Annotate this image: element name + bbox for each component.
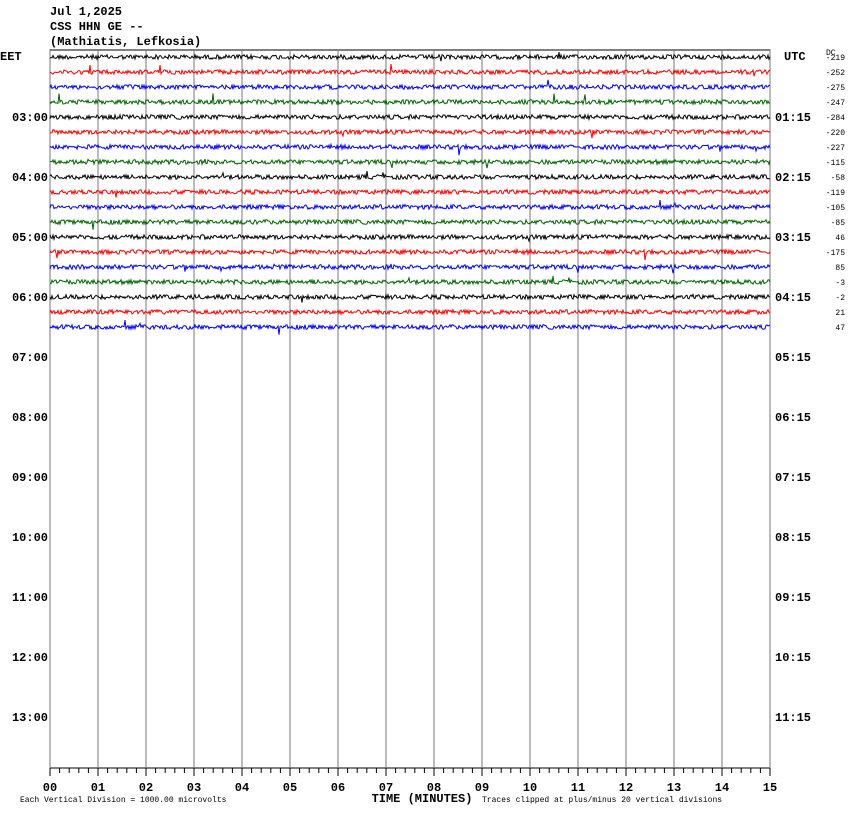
dc-offset: -3 [835, 279, 845, 288]
right-time-label: 08:15 [775, 531, 811, 545]
trace [49, 112, 771, 122]
x-tick-label: 04 [235, 781, 249, 795]
dc-offset: 47 [835, 324, 845, 333]
title-line: (Mathiatis, Lefkosia) [50, 35, 201, 49]
x-tick-label: 14 [715, 781, 729, 795]
dc-offset: -119 [826, 189, 845, 198]
right-time-label: 09:15 [775, 591, 811, 605]
left-time-label: 03:00 [12, 111, 48, 125]
right-time-label: 03:15 [775, 231, 811, 245]
left-time-label: 07:00 [12, 351, 48, 365]
x-tick-label: 05 [283, 781, 297, 795]
x-tick-label: 01 [91, 781, 105, 795]
dc-offset: -219 [826, 54, 845, 63]
x-tick-label: 15 [763, 781, 777, 795]
left-time-label: 08:00 [12, 411, 48, 425]
x-tick-label: 00 [43, 781, 57, 795]
trace [49, 217, 771, 230]
x-tick-label: 07 [379, 781, 393, 795]
footnote: Each Vertical Division = 1000.00 microvo… [20, 796, 227, 805]
dc-offset: -227 [826, 144, 845, 153]
x-tick-label: 03 [187, 781, 201, 795]
left-time-label: 05:00 [12, 231, 48, 245]
dc-offset: -175 [826, 249, 845, 258]
trace [49, 64, 771, 77]
trace [49, 247, 771, 261]
trace [49, 200, 771, 212]
trace [49, 93, 771, 107]
x-axis-label: TIME (MINUTES) [372, 792, 473, 806]
dc-offset: -58 [831, 174, 846, 183]
trace [49, 157, 771, 169]
left-time-label: 13:00 [12, 711, 48, 725]
x-tick-label: 10 [523, 781, 537, 795]
dc-offset: -2 [835, 294, 845, 303]
dc-offset: -284 [826, 114, 845, 123]
trace [49, 308, 771, 316]
right-time-label: 05:15 [775, 351, 811, 365]
x-tick-label: 08 [427, 781, 441, 795]
trace [49, 79, 771, 91]
dc-offset: -275 [826, 84, 845, 93]
x-tick-label: 13 [667, 781, 681, 795]
left-time-label: 11:00 [12, 591, 48, 605]
dc-offset: 46 [835, 234, 845, 243]
right-time-label: 06:15 [775, 411, 811, 425]
trace [49, 52, 771, 62]
right-time-label: 11:15 [775, 711, 811, 725]
trace [49, 170, 771, 181]
dc-offset: 85 [835, 264, 845, 273]
trace [50, 128, 771, 139]
title-line: Jul 1,2025 [50, 5, 122, 19]
trace [49, 263, 771, 274]
x-tick-label: 11 [571, 781, 585, 795]
dc-offset: -247 [826, 99, 845, 108]
trace [49, 292, 771, 303]
right-time-label: 01:15 [775, 111, 811, 125]
left-header: EET [0, 50, 22, 64]
left-time-label: 12:00 [12, 651, 48, 665]
dc-header: DC [826, 49, 836, 58]
dc-offset: -220 [826, 129, 845, 138]
right-time-label: 07:15 [775, 471, 811, 485]
dc-offset: -105 [826, 204, 845, 213]
right-header: UTC [784, 50, 806, 64]
left-time-label: 10:00 [12, 531, 48, 545]
right-time-label: 10:15 [775, 651, 811, 665]
x-tick-label: 06 [331, 781, 345, 795]
right-time-label: 04:15 [775, 291, 811, 305]
left-time-label: 09:00 [12, 471, 48, 485]
trace [49, 187, 771, 198]
plot-frame [49, 49, 771, 769]
footnote: Traces clipped at plus/minus 20 vertical… [482, 796, 722, 805]
x-tick-label: 09 [475, 781, 489, 795]
trace [49, 320, 771, 335]
trace [49, 142, 771, 156]
dc-offset: -115 [826, 159, 845, 168]
right-time-label: 02:15 [775, 171, 811, 185]
x-tick-label: 12 [619, 781, 633, 795]
left-time-label: 06:00 [12, 291, 48, 305]
trace [49, 233, 771, 243]
title-line: CSS HHN GE -- [50, 20, 144, 34]
dc-offset: 21 [835, 309, 845, 318]
trace [49, 275, 771, 286]
dc-offset: -252 [826, 69, 845, 78]
dc-offset: -85 [831, 219, 846, 228]
left-time-label: 04:00 [12, 171, 48, 185]
x-tick-label: 02 [139, 781, 153, 795]
